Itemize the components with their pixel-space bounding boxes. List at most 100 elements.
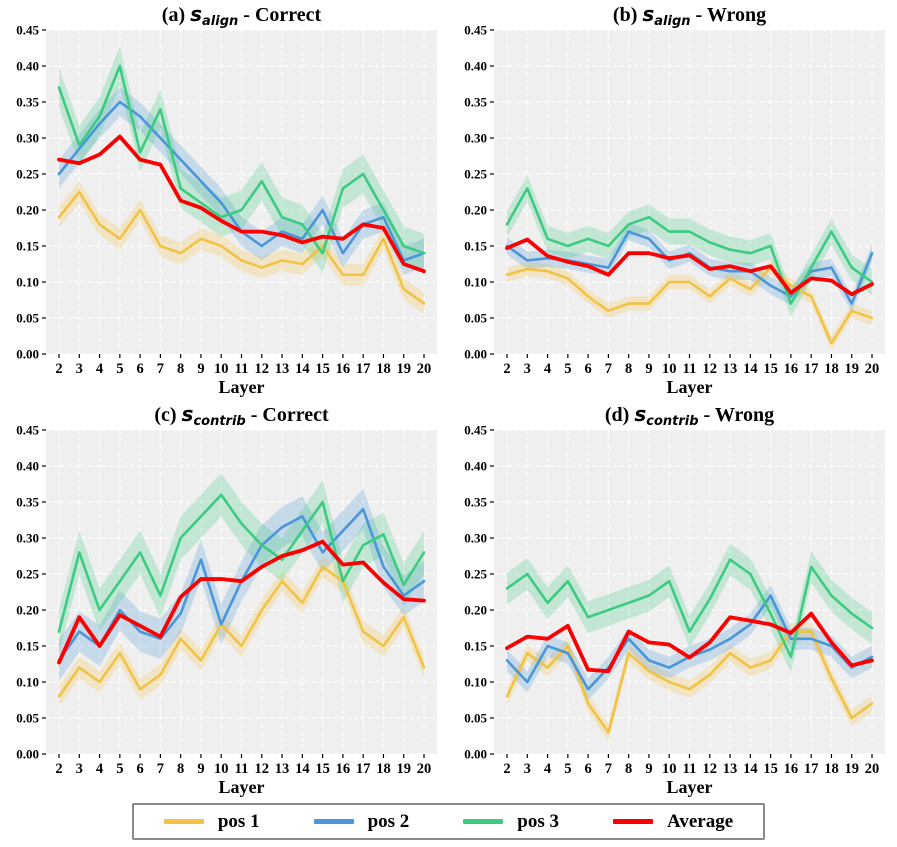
x-tick-label: 14 bbox=[743, 361, 758, 377]
x-tick-label: 12 bbox=[703, 361, 718, 377]
x-tick-label: 6 bbox=[136, 761, 143, 777]
x-tick-label: 17 bbox=[356, 361, 371, 377]
x-tick-label: 18 bbox=[376, 761, 391, 777]
x-tick-label: 19 bbox=[396, 761, 411, 777]
series-pos-1-line bbox=[505, 630, 874, 734]
series-pos-3-band bbox=[507, 543, 872, 673]
y-tick-label: 0.15 bbox=[464, 239, 487, 254]
y-tick-label: 0.20 bbox=[464, 603, 487, 618]
legend-label-average: Average bbox=[667, 811, 734, 832]
y-tick-label: 0.45 bbox=[464, 423, 487, 438]
x-tick-label: 3 bbox=[524, 761, 531, 777]
x-tick-label: 13 bbox=[723, 761, 738, 777]
x-tick-label: 4 bbox=[96, 361, 103, 377]
x-tick-label: 5 bbox=[116, 761, 123, 777]
y-tick-label: 0.25 bbox=[16, 167, 39, 182]
subplot-d-cell: 0.00 0.05 0.10 0.15 0.20 0.25 0.30 0.35 0.40 0.45… bbox=[448, 400, 896, 800]
x-tick-label: 11 bbox=[235, 361, 249, 377]
x-tick-label: 8 bbox=[625, 761, 632, 777]
x-tick-label: 4 bbox=[96, 761, 103, 777]
y-axis: 0.00 0.05 0.10 0.15 0.20 0.25 0.30 0.35 0.40 0.45 bbox=[16, 423, 46, 762]
x-tick-label: 3 bbox=[76, 761, 83, 777]
x-tick-label: 5 bbox=[564, 761, 571, 777]
x-tick-label: 19 bbox=[844, 361, 859, 377]
x-tick-label: 9 bbox=[197, 761, 204, 777]
x-tick-label: 9 bbox=[645, 361, 652, 377]
x-axis: 2 3 4 5 6 7 8 9 10 11 12 13 14 15 16 17 18 19 20 bbox=[503, 354, 879, 377]
chart-a-s-align-correct: 0.00 0.05 0.10 0.15 0.20 0.25 0.30 0.35 0.40 0.45… bbox=[16, 2, 437, 397]
series-average-line bbox=[505, 611, 874, 674]
series-pos-1-line bbox=[57, 565, 426, 698]
subplot-title: (d) scontrib - Wrong bbox=[605, 402, 774, 429]
subplot-title: (a) salign - Correct bbox=[162, 2, 322, 29]
gridlines bbox=[494, 429, 885, 755]
x-tick-label: 15 bbox=[315, 361, 330, 377]
y-tick-label: 0.40 bbox=[16, 459, 39, 474]
x-tick-label: 12 bbox=[703, 761, 718, 777]
x-tick-label: 15 bbox=[763, 761, 778, 777]
legend-item-average: Average bbox=[613, 812, 733, 831]
pos3-line-swatch bbox=[463, 819, 504, 824]
x-tick-label: 20 bbox=[417, 361, 432, 377]
y-tick-label: 0.05 bbox=[16, 311, 39, 326]
x-tick-label: 11 bbox=[235, 761, 249, 777]
y-tick-label: 0.10 bbox=[464, 675, 487, 690]
y-tick-label: 0.05 bbox=[16, 711, 39, 726]
x-tick-label: 14 bbox=[743, 761, 758, 777]
y-tick-label: 0.15 bbox=[16, 239, 39, 254]
y-tick-label: 0.40 bbox=[16, 59, 39, 74]
pos2-line-swatch bbox=[313, 819, 354, 824]
x-tick-label: 2 bbox=[55, 761, 62, 777]
y-tick-label: 0.35 bbox=[464, 95, 487, 110]
pos1-line-swatch bbox=[163, 819, 204, 824]
x-tick-label: 17 bbox=[804, 361, 819, 377]
x-tick-label: 16 bbox=[336, 361, 351, 377]
y-tick-label: 0.20 bbox=[16, 603, 39, 618]
y-tick-label: 0.05 bbox=[464, 311, 487, 326]
y-tick-label: 0.00 bbox=[16, 347, 39, 362]
legend-item-pos1: pos 1 bbox=[163, 812, 260, 831]
x-axis-label: Layer bbox=[219, 377, 265, 397]
x-tick-label: 17 bbox=[804, 761, 819, 777]
x-tick-label: 2 bbox=[55, 361, 62, 377]
x-tick-label: 19 bbox=[396, 361, 411, 377]
x-tick-label: 7 bbox=[157, 761, 164, 777]
legend-item-pos3: pos 3 bbox=[463, 812, 559, 831]
x-tick-label: 13 bbox=[723, 361, 738, 377]
subplot-c-cell: 0.00 0.05 0.10 0.15 0.20 0.25 0.30 0.35 0.40 0.45… bbox=[0, 400, 448, 800]
x-tick-label: 3 bbox=[524, 361, 531, 377]
x-tick-label: 13 bbox=[275, 761, 290, 777]
x-tick-label: 16 bbox=[784, 361, 799, 377]
legend: pos 1 pos 2 pos 3 Average bbox=[131, 803, 766, 840]
x-tick-label: 18 bbox=[824, 361, 839, 377]
subplot-b-cell: 0.00 0.05 0.10 0.15 0.20 0.25 0.30 0.35 0.40 0.45… bbox=[448, 0, 896, 400]
series-pos-3-line bbox=[57, 64, 426, 255]
legend-label-pos3: pos 3 bbox=[517, 811, 560, 832]
y-tick-label: 0.35 bbox=[16, 495, 39, 510]
subplot-title: (c) scontrib - Correct bbox=[154, 402, 329, 429]
x-tick-label: 17 bbox=[356, 761, 371, 777]
series-pos-3-line bbox=[505, 187, 874, 305]
x-tick-label: 7 bbox=[605, 361, 612, 377]
x-tick-label: 14 bbox=[295, 761, 310, 777]
x-tick-label: 11 bbox=[683, 761, 697, 777]
series-pos-3-band bbox=[59, 46, 424, 273]
series-average-line bbox=[505, 237, 874, 297]
x-axis-label: Layer bbox=[667, 377, 713, 397]
y-tick-label: 0.45 bbox=[16, 423, 39, 438]
gridlines bbox=[494, 29, 885, 355]
y-tick-label: 0.20 bbox=[464, 203, 487, 218]
x-tick-label: 10 bbox=[662, 361, 677, 377]
y-tick-label: 0.35 bbox=[464, 495, 487, 510]
x-tick-label: 12 bbox=[255, 761, 270, 777]
y-tick-label: 0.25 bbox=[464, 567, 487, 582]
x-tick-label: 13 bbox=[275, 361, 290, 377]
series-pos-3-line bbox=[505, 558, 874, 659]
y-tick-label: 0.25 bbox=[16, 567, 39, 582]
x-tick-label: 16 bbox=[784, 761, 799, 777]
x-tick-label: 5 bbox=[116, 361, 123, 377]
chart-d-s-contrib-wrong: 0.00 0.05 0.10 0.15 0.20 0.25 0.30 0.35 0.40 0.45… bbox=[464, 402, 885, 797]
x-tick-label: 5 bbox=[564, 361, 571, 377]
x-axis-label: Layer bbox=[667, 777, 713, 797]
y-tick-label: 0.20 bbox=[16, 203, 39, 218]
